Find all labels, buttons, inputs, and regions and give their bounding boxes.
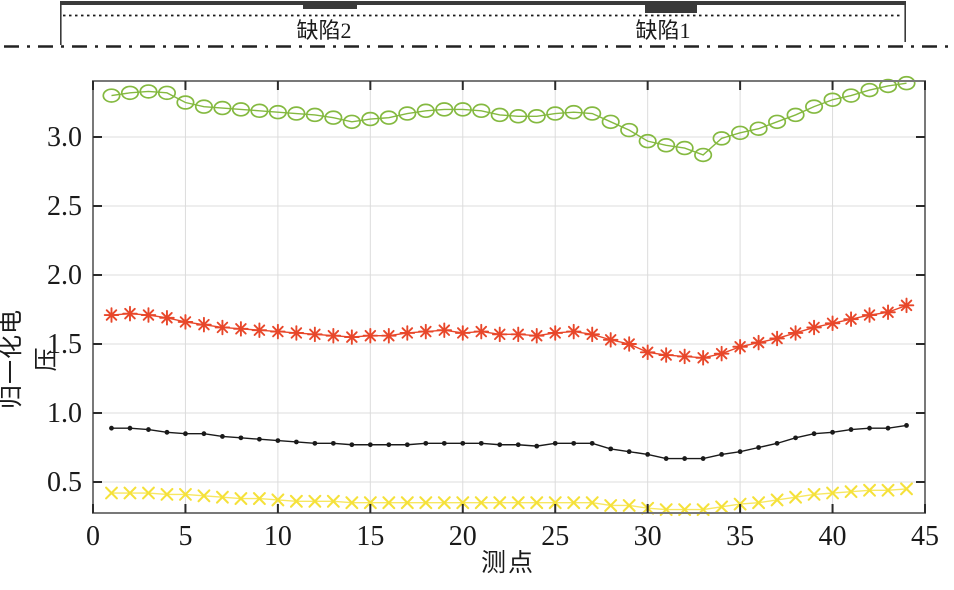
defect2-label: 缺陷2 bbox=[296, 18, 352, 43]
grid-lines bbox=[93, 81, 925, 513]
svg-text:0: 0 bbox=[86, 521, 100, 552]
svg-text:10: 10 bbox=[264, 521, 292, 552]
y-axis-label: 归一化电压 bbox=[0, 309, 60, 409]
red-asterisk-series bbox=[103, 297, 915, 366]
x-axis-label: 测点 bbox=[480, 550, 535, 577]
defect1-bar bbox=[645, 2, 697, 13]
svg-text:15: 15 bbox=[356, 521, 384, 552]
yellow-x-series bbox=[105, 482, 913, 517]
defect1-label: 缺陷1 bbox=[635, 18, 691, 43]
yellow-x-series-line bbox=[111, 488, 907, 511]
red-asterisk-series-line bbox=[111, 304, 907, 359]
svg-text:1.5: 1.5 bbox=[47, 329, 82, 360]
plot-frame bbox=[92, 80, 926, 514]
svg-text:0.5: 0.5 bbox=[47, 467, 82, 498]
y-tick-labels: 0.5 1.0 1.5 2.0 2.5 3.0 bbox=[47, 122, 82, 498]
svg-text:20: 20 bbox=[449, 521, 477, 552]
green-circle-series bbox=[102, 75, 916, 163]
svg-text:35: 35 bbox=[726, 521, 754, 552]
svg-text:2.5: 2.5 bbox=[47, 191, 82, 222]
svg-text:2.0: 2.0 bbox=[47, 260, 82, 291]
yellow-x-series-markers bbox=[105, 482, 913, 517]
tick-marks bbox=[92, 81, 926, 513]
black-dot-series-line bbox=[111, 424, 907, 460]
svg-text:3.0: 3.0 bbox=[47, 122, 82, 153]
black-dot-series bbox=[109, 423, 909, 461]
svg-text:40: 40 bbox=[819, 521, 847, 552]
defect2-bar bbox=[303, 2, 357, 9]
red-asterisk-series-markers bbox=[103, 297, 915, 366]
black-dot-series-markers bbox=[109, 423, 909, 461]
svg-text:25: 25 bbox=[541, 521, 569, 552]
green-circle-series-line bbox=[111, 82, 907, 156]
specimen-schematic bbox=[4, 1, 950, 48]
green-circle-series-markers bbox=[102, 75, 916, 163]
svg-text:1.0: 1.0 bbox=[47, 398, 82, 429]
svg-text:5: 5 bbox=[178, 521, 192, 552]
svg-text:30: 30 bbox=[634, 521, 662, 552]
x-tick-labels: 0 5 10 15 20 25 30 35 40 45 bbox=[86, 521, 939, 552]
svg-text:45: 45 bbox=[911, 521, 939, 552]
